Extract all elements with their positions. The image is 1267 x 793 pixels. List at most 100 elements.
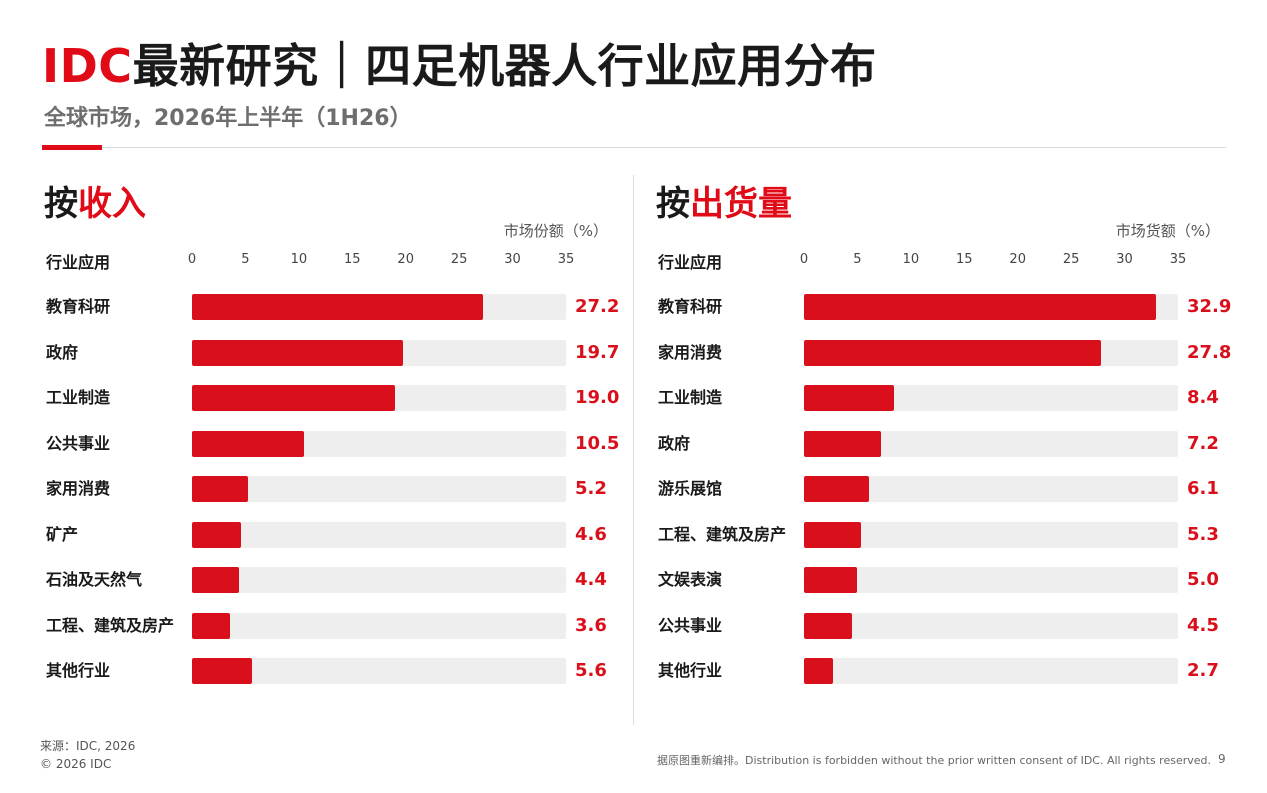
revenue-tick-label: 15 <box>344 252 361 267</box>
shipment-bar <box>804 385 894 411</box>
revenue-bar <box>192 430 305 457</box>
shipment-axis-title: 市场货额（%） <box>1115 222 1220 240</box>
idc-brand: IDC <box>42 39 133 93</box>
revenue-tick-label: 0 <box>187 252 197 267</box>
shipment-bar <box>804 339 1102 366</box>
shipment-value-label: 7.2 <box>1187 432 1219 454</box>
shipment-value-label: 4.5 <box>1187 614 1219 636</box>
revenue-tick-label: 5 <box>241 252 250 267</box>
revenue-bar-track <box>192 521 566 548</box>
revenue-value-label: 19.0 <box>575 387 620 408</box>
shipment-tick-label: 25 <box>1062 252 1080 267</box>
revenue-tick-label: 30 <box>504 252 521 267</box>
revenue-value-label: 5.6 <box>575 660 607 681</box>
revenue-bar <box>192 476 248 502</box>
shipment-category-label: 家用消费 <box>658 342 723 362</box>
title-text: 最新研究｜四足机器人行业应用分布 <box>132 39 877 93</box>
revenue-category-label: 其他行业 <box>46 661 111 680</box>
revenue-bar <box>192 521 242 548</box>
revenue-bar-track <box>192 476 566 502</box>
shipment-value-label: 6.1 <box>1187 478 1219 499</box>
shipment-category-label: 教育科研 <box>658 297 723 316</box>
shipment-category-label: 文娱表演 <box>658 570 723 589</box>
revenue-category-label: 教育科研 <box>46 297 111 316</box>
shipment-category-header: 行业应用 <box>658 253 723 272</box>
shipment-category-label: 游乐展馆 <box>658 479 723 498</box>
revenue-category-label: 工程、建筑及房产 <box>46 615 175 635</box>
shipment-value-label: 32.9 <box>1187 296 1232 317</box>
page-subtitle: 全球市场，2026年上半年（1H26） <box>44 106 412 131</box>
page-title: IDC最新研究｜四足机器人行业应用分布 <box>42 30 877 96</box>
revenue-bar <box>192 385 396 411</box>
revenue-value-label: 4.4 <box>575 569 607 590</box>
shipment-bar <box>804 521 861 548</box>
revenue-value-label: 27.2 <box>575 296 620 317</box>
revenue-category-label: 公共事业 <box>46 433 111 453</box>
header-rule <box>102 147 1226 148</box>
copyright-line: © 2026 IDC <box>40 757 112 771</box>
revenue-tick-label: 20 <box>397 252 414 267</box>
shipment-bar <box>804 567 858 593</box>
revenue-bar <box>192 339 403 366</box>
revenue-heading-prefix: 按 <box>44 184 78 224</box>
revenue-bar <box>192 567 240 593</box>
revenue-bar-track <box>192 658 566 684</box>
revenue-category-label: 政府 <box>46 342 79 362</box>
revenue-value-label: 5.2 <box>575 478 607 499</box>
shipment-bar <box>804 476 870 502</box>
footer-notice: 据原图重新编排。Distribution is forbidden withou… <box>657 754 1212 767</box>
source-line: 来源：IDC, 2026 <box>40 739 136 753</box>
revenue-tick-label: 35 <box>557 252 575 267</box>
shipment-tick-label: 30 <box>1116 252 1133 267</box>
shipment-tick-label: 5 <box>853 252 862 267</box>
revenue-value-label: 10.5 <box>575 432 620 454</box>
shipment-tick-label: 15 <box>956 252 973 267</box>
shipment-bar-track <box>804 658 1178 684</box>
shipment-value-label: 2.7 <box>1187 660 1219 681</box>
revenue-bar-track <box>192 612 566 639</box>
shipment-bar-track <box>804 567 1178 593</box>
revenue-value-label: 3.6 <box>575 614 607 636</box>
panel-divider <box>633 175 634 725</box>
shipment-value-label: 5.3 <box>1187 523 1219 545</box>
shipment-heading-prefix: 按 <box>656 184 690 224</box>
shipment-category-label: 工程、建筑及房产 <box>658 524 787 544</box>
shipment-tick-label: 20 <box>1009 252 1026 267</box>
shipment-category-label: 政府 <box>658 433 691 453</box>
revenue-category-label: 家用消费 <box>46 479 111 498</box>
shipment-value-label: 5.0 <box>1187 569 1219 590</box>
shipment-bar <box>804 294 1156 320</box>
revenue-category-label: 矿产 <box>46 524 79 544</box>
revenue-value-label: 4.6 <box>575 523 607 545</box>
shipment-chart-panel: 按出货量行业应用 市场货额（%） 0 5 10 15 20 25 30 35 教育科研 32.9 家用消… <box>612 0 1245 793</box>
shipment-tick-label: 35 <box>1169 252 1187 267</box>
revenue-chart-panel: 按收入行业应用 市场份额（%） 0 5 10 15 20 25 30 35 教育科研 27.2 政府 19… <box>0 0 633 793</box>
shipment-bar <box>804 658 833 684</box>
shipment-tick-label: 0 <box>799 252 809 267</box>
revenue-bar-track <box>192 567 566 593</box>
shipment-category-label: 公共事业 <box>658 615 723 635</box>
revenue-tick-label: 25 <box>450 252 468 267</box>
revenue-bar <box>192 658 252 684</box>
revenue-heading-highlight: 收入 <box>78 184 146 224</box>
revenue-value-label: 19.7 <box>575 341 620 363</box>
revenue-category-label: 石油及天然气 <box>46 570 143 589</box>
shipment-tick-label: 10 <box>902 252 920 267</box>
shipment-bar <box>804 430 881 457</box>
source-note: 来源：IDC, 2026 © 2026 IDC <box>40 737 135 773</box>
shipment-bar <box>804 612 853 639</box>
revenue-tick-label: 10 <box>290 252 308 267</box>
revenue-category-label: 工业制造 <box>46 388 111 407</box>
revenue-axis-title: 市场份额（%） <box>503 222 608 240</box>
shipment-value-label: 27.8 <box>1187 341 1232 363</box>
shipment-chart-heading: 按出货量 <box>656 176 792 225</box>
revenue-bar <box>192 294 483 320</box>
shipment-category-label: 工业制造 <box>658 388 723 407</box>
shipment-value-label: 8.4 <box>1187 387 1219 408</box>
revenue-category-header: 行业应用 <box>46 253 111 272</box>
revenue-bar <box>192 612 231 639</box>
revenue-chart-heading: 按收入 <box>44 176 146 225</box>
accent-bar <box>42 145 102 150</box>
shipment-bar-track <box>804 612 1178 639</box>
shipment-heading-highlight: 出货量 <box>690 184 792 224</box>
